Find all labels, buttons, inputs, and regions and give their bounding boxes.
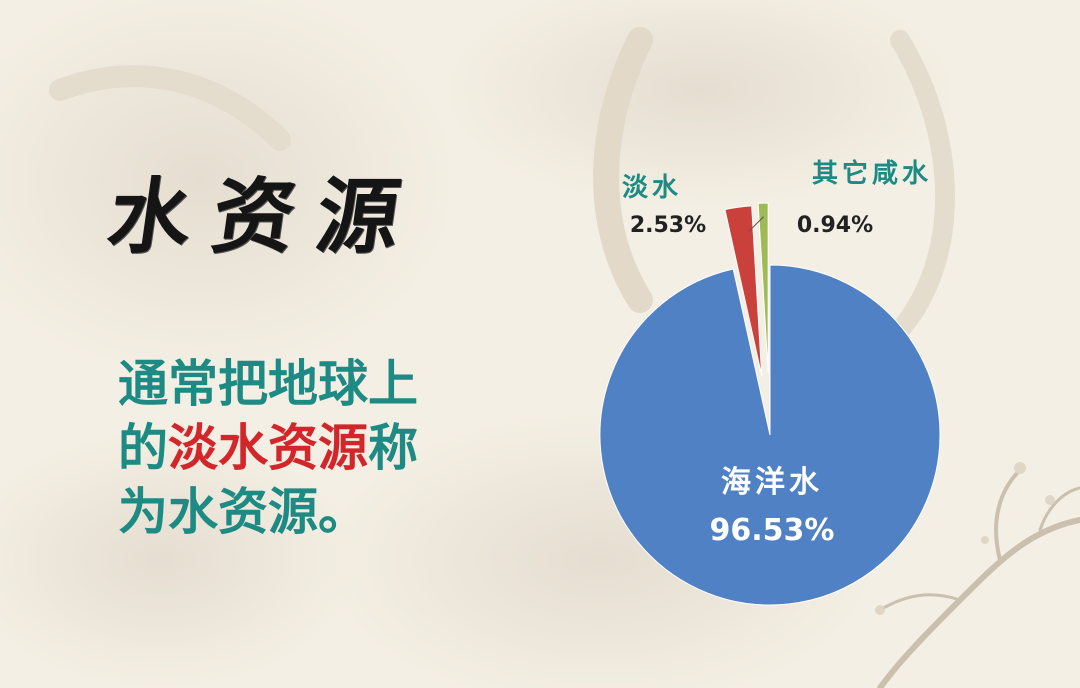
pie-slice-0-value-label: 96.53% xyxy=(710,513,835,548)
description-line-1: 通常把地球上 xyxy=(118,355,418,413)
pie-slice-1-value-label: 2.53% xyxy=(630,213,706,238)
description-line-3: 为水资源。 xyxy=(118,483,368,541)
description-highlight: 淡水资源 xyxy=(168,419,368,477)
pie-slice-0 xyxy=(599,264,941,606)
pie-slice-1 xyxy=(724,205,763,376)
pie-slice-2-leader-line xyxy=(749,216,764,232)
pie-slice-2 xyxy=(757,202,769,374)
description-line-2: 的淡水资源称 xyxy=(118,416,418,480)
plum-branch-decoration xyxy=(875,462,1080,688)
slide-title: 水资源 xyxy=(102,169,428,265)
description-line-2-prefix: 的 xyxy=(118,419,168,477)
pie-slice-1-name-label: 淡水 xyxy=(622,173,682,203)
pie-slice-0-name-label: 海洋水 xyxy=(721,465,823,500)
description-text: 通常把地球上 的淡水资源称 为水资源。 xyxy=(118,352,418,544)
description-line-2-suffix: 称 xyxy=(368,419,418,477)
water-distribution-pie-chart: 海洋水 96.53% 淡水 2.53% 其它咸水 0.94% xyxy=(599,158,941,606)
pie-slice-2-value-label: 0.94% xyxy=(797,213,873,238)
pie-slice-2-name-label: 其它咸水 xyxy=(812,158,932,189)
